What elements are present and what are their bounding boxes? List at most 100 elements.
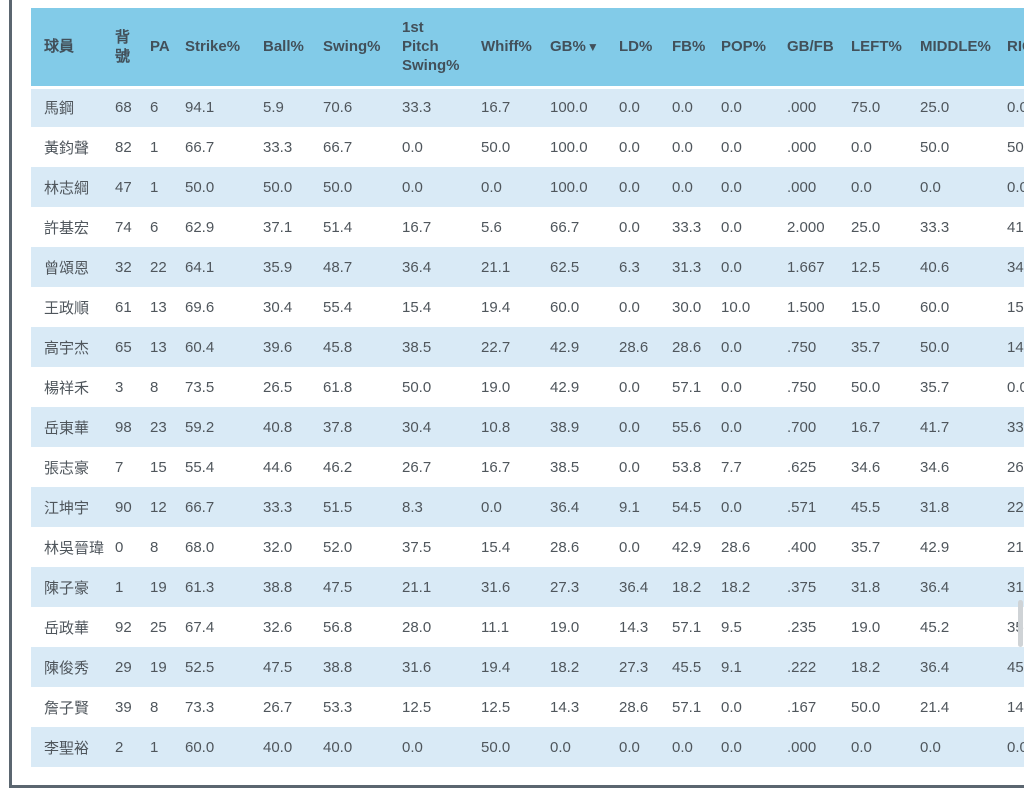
player-name: 楊祥禾 [31, 367, 102, 407]
cell-first-pitch-swing-pct: 0.0 [389, 167, 468, 207]
cell-jersey-number: 82 [102, 127, 137, 167]
table-row: 許基宏 74 6 62.9 37.1 51.4 16.7 5.6 66.7 0.0 33.3 0.0 2… [31, 207, 1024, 247]
cell-gb-pct: 66.7 [537, 207, 606, 247]
col-header-strike-pct[interactable]: Strike% [172, 8, 250, 89]
cell-fb-pct: 18.2 [659, 567, 708, 607]
cell-ld-pct: 0.0 [606, 207, 659, 247]
table-row: 黃鈞聲 82 1 66.7 33.3 66.7 0.0 50.0 100.0 0.0 0.0 0.0.… [31, 127, 1024, 167]
col-header-middle-pct[interactable]: MIDDLE% [907, 8, 994, 89]
cell-pa: 15 [137, 447, 172, 487]
cell-ball-pct: 47.5 [250, 647, 310, 687]
col-header-label: Strike% [185, 38, 241, 56]
col-header-label: RIGHT% [1007, 38, 1024, 56]
cell-gb-pct: 38.9 [537, 407, 606, 447]
cell-strike-pct: 94.1 [172, 87, 250, 127]
cell-first-pitch-swing-pct: 31.6 [389, 647, 468, 687]
cell-middle-pct: 34.6 [907, 447, 994, 487]
col-header-label: LD% [619, 38, 653, 56]
cell-ball-pct: 35.9 [250, 247, 310, 287]
table-row: 林吳晉瑋 0 8 68.0 32.0 52.0 37.5 15.4 28.6 0.0 42.9 28.… [31, 527, 1024, 567]
cell-fb-pct: 57.1 [659, 607, 708, 647]
table-row: 王政順 61 13 69.6 30.4 55.4 15.4 19.4 60.0 0.0 30.0 10… [31, 287, 1024, 327]
cell-jersey-number: 47 [102, 167, 137, 207]
col-header-gb-fb[interactable]: GB/FB [774, 8, 838, 89]
col-header-jersey-number[interactable]: 背號 [102, 8, 137, 89]
col-header-player[interactable]: 球員 [31, 8, 102, 89]
cell-middle-pct: 40.6 [907, 247, 994, 287]
col-header-left-pct[interactable]: LEFT% [838, 8, 907, 89]
col-header-label: 球員 [44, 38, 75, 56]
cell-left-pct: 34.6 [838, 447, 907, 487]
col-header-pop-pct[interactable]: POP% [708, 8, 774, 89]
col-header-ball-pct[interactable]: Ball% [250, 8, 310, 89]
cell-pop-pct: 0.0 [708, 247, 774, 287]
cell-jersey-number: 1 [102, 567, 137, 607]
cell-whiff-pct: 16.7 [468, 447, 537, 487]
table-row: 曾頌恩 32 22 64.1 35.9 48.7 36.4 21.1 62.5 6.3 31.3 0.… [31, 247, 1024, 287]
cell-ball-pct: 30.4 [250, 287, 310, 327]
col-header-gb-pct[interactable]: GB%▼ [537, 8, 606, 89]
cell-gb-pct: 28.6 [537, 527, 606, 567]
player-name: 許基宏 [31, 207, 102, 247]
cell-ld-pct: 28.6 [606, 327, 659, 367]
cell-pa: 1 [137, 727, 172, 767]
cell-strike-pct: 73.5 [172, 367, 250, 407]
cell-pa: 12 [137, 487, 172, 527]
cell-jersey-number: 32 [102, 247, 137, 287]
vertical-scrollbar-thumb[interactable] [1018, 600, 1023, 647]
col-header-pa[interactable]: PA [137, 8, 172, 89]
cell-jersey-number: 61 [102, 287, 137, 327]
col-header-first-pitch-swing-pct[interactable]: 1st Pitch Swing% [389, 8, 468, 89]
cell-pa: 1 [137, 127, 172, 167]
col-header-fb-pct[interactable]: FB% [659, 8, 708, 89]
cell-gb-fb: .167 [774, 687, 838, 727]
cell-right-pct: 0.0 [994, 167, 1024, 207]
cell-whiff-pct: 16.7 [468, 87, 537, 127]
cell-ball-pct: 50.0 [250, 167, 310, 207]
cell-pop-pct: 0.0 [708, 407, 774, 447]
cell-fb-pct: 28.6 [659, 327, 708, 367]
cell-first-pitch-swing-pct: 28.0 [389, 607, 468, 647]
cell-ld-pct: 36.4 [606, 567, 659, 607]
cell-pop-pct: 9.1 [708, 647, 774, 687]
player-name: 陳子豪 [31, 567, 102, 607]
cell-ball-pct: 33.3 [250, 127, 310, 167]
cell-first-pitch-swing-pct: 0.0 [389, 127, 468, 167]
table-row: 岳政華 92 25 67.4 32.6 56.8 28.0 11.1 19.0 14.3 57.1 9… [31, 607, 1024, 647]
cell-right-pct: 34.4 [994, 247, 1024, 287]
col-header-whiff-pct[interactable]: Whiff% [468, 8, 537, 89]
cell-strike-pct: 69.6 [172, 287, 250, 327]
cell-gb-fb: .375 [774, 567, 838, 607]
col-header-swing-pct[interactable]: Swing% [310, 8, 389, 89]
cell-first-pitch-swing-pct: 8.3 [389, 487, 468, 527]
cell-gb-fb: .750 [774, 367, 838, 407]
cell-ld-pct: 0.0 [606, 527, 659, 567]
cell-gb-pct: 100.0 [537, 167, 606, 207]
cell-jersey-number: 7 [102, 447, 137, 487]
cell-pop-pct: 0.0 [708, 127, 774, 167]
player-name: 張志豪 [31, 447, 102, 487]
col-header-ld-pct[interactable]: LD% [606, 8, 659, 89]
cell-strike-pct: 68.0 [172, 527, 250, 567]
table-row: 岳東華 98 23 59.2 40.8 37.8 30.4 10.8 38.9 0.0 55.6 0.… [31, 407, 1024, 447]
cell-swing-pct: 66.7 [310, 127, 389, 167]
col-header-right-pct[interactable]: RIGHT% [994, 8, 1024, 89]
cell-swing-pct: 50.0 [310, 167, 389, 207]
cell-jersey-number: 74 [102, 207, 137, 247]
col-header-label: 背號 [115, 28, 131, 65]
table-row: 楊祥禾 3 8 73.5 26.5 61.8 50.0 19.0 42.9 0.0 57.1 0.0.… [31, 367, 1024, 407]
cell-right-pct: 41.7 [994, 207, 1024, 247]
cell-jersey-number: 3 [102, 367, 137, 407]
cell-strike-pct: 55.4 [172, 447, 250, 487]
cell-pa: 19 [137, 567, 172, 607]
cell-ld-pct: 6.3 [606, 247, 659, 287]
cell-ld-pct: 0.0 [606, 447, 659, 487]
cell-pop-pct: 0.0 [708, 87, 774, 127]
cell-fb-pct: 57.1 [659, 687, 708, 727]
cell-first-pitch-swing-pct: 21.1 [389, 567, 468, 607]
cell-middle-pct: 50.0 [907, 127, 994, 167]
cell-fb-pct: 0.0 [659, 167, 708, 207]
cell-right-pct: 0.0 [994, 367, 1024, 407]
cell-ld-pct: 0.0 [606, 87, 659, 127]
cell-fb-pct: 57.1 [659, 367, 708, 407]
